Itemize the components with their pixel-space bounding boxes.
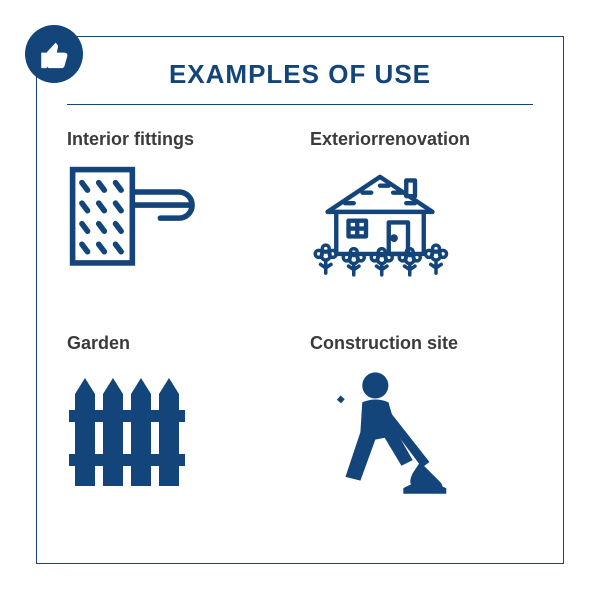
example-label: Construction site [310, 333, 458, 354]
example-label: Garden [67, 333, 130, 354]
examples-grid: Interior fittings [37, 129, 563, 537]
example-label: Exteriorrenovation [310, 129, 470, 150]
example-interior-fittings: Interior fittings [67, 129, 290, 313]
worker-shovel-icon [310, 364, 450, 484]
wallpaper-roll-icon [67, 160, 207, 280]
example-garden: Garden [67, 333, 290, 517]
thumbs-up-icon [37, 37, 71, 71]
card-title: EXAMPLES OF USE [37, 37, 563, 104]
example-label: Interior fittings [67, 129, 194, 150]
divider-rule [67, 104, 533, 105]
fence-icon [67, 364, 207, 484]
house-flowers-icon [310, 160, 450, 280]
example-exterior-renovation: Exteriorrenovation [310, 129, 533, 313]
example-construction-site: Construction site [310, 333, 533, 517]
examples-card: EXAMPLES OF USE Interior fittings [36, 36, 564, 564]
thumbs-up-badge [25, 25, 83, 83]
